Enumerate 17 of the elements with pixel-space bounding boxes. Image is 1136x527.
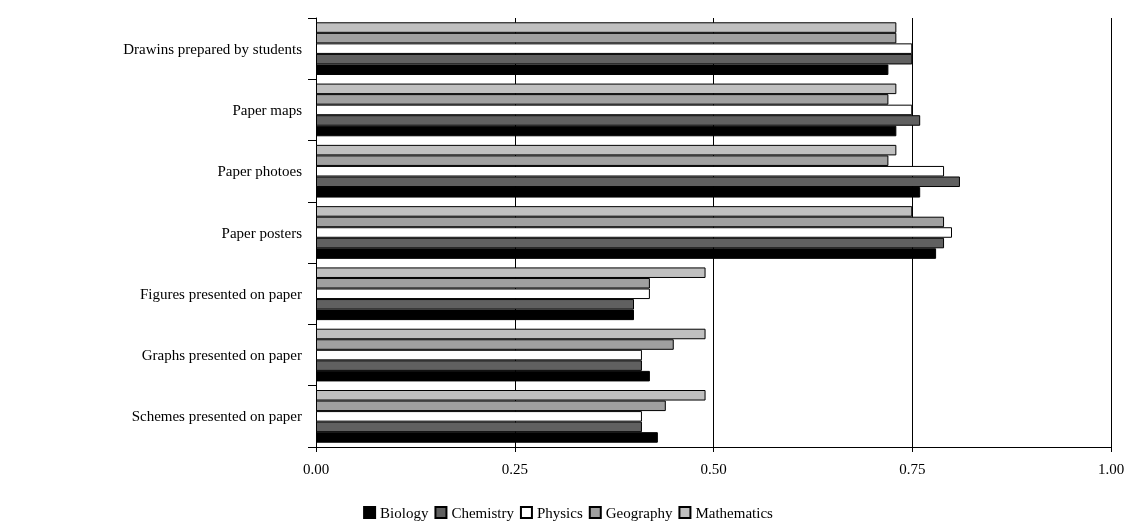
x-tick-label: 0.25	[501, 460, 528, 477]
y-tick-label: Graphs presented on paper	[141, 347, 302, 364]
legend-label: Mathematics	[695, 504, 774, 521]
y-tick-label: Schemes presented on paper	[131, 408, 302, 425]
y-tick-label: Paper maps	[232, 101, 303, 118]
y-tick-label: Figures presented on paper	[139, 285, 302, 302]
x-tick-label: 0.50	[700, 460, 727, 477]
y-tick-label: Paper posters	[221, 224, 303, 241]
legend-label: Geography	[605, 504, 673, 521]
x-tick-label: 0.75	[899, 460, 926, 477]
x-tick-label: 1.00	[1097, 460, 1125, 477]
legend-label: Chemistry	[451, 504, 515, 521]
x-tick-label: 0.00	[302, 460, 330, 477]
legend-label: Biology	[380, 504, 429, 521]
y-tick-label: Paper photoes	[217, 163, 303, 180]
y-tick-label: Drawins prepared by students	[123, 40, 303, 57]
legend-label: Physics	[536, 504, 583, 521]
